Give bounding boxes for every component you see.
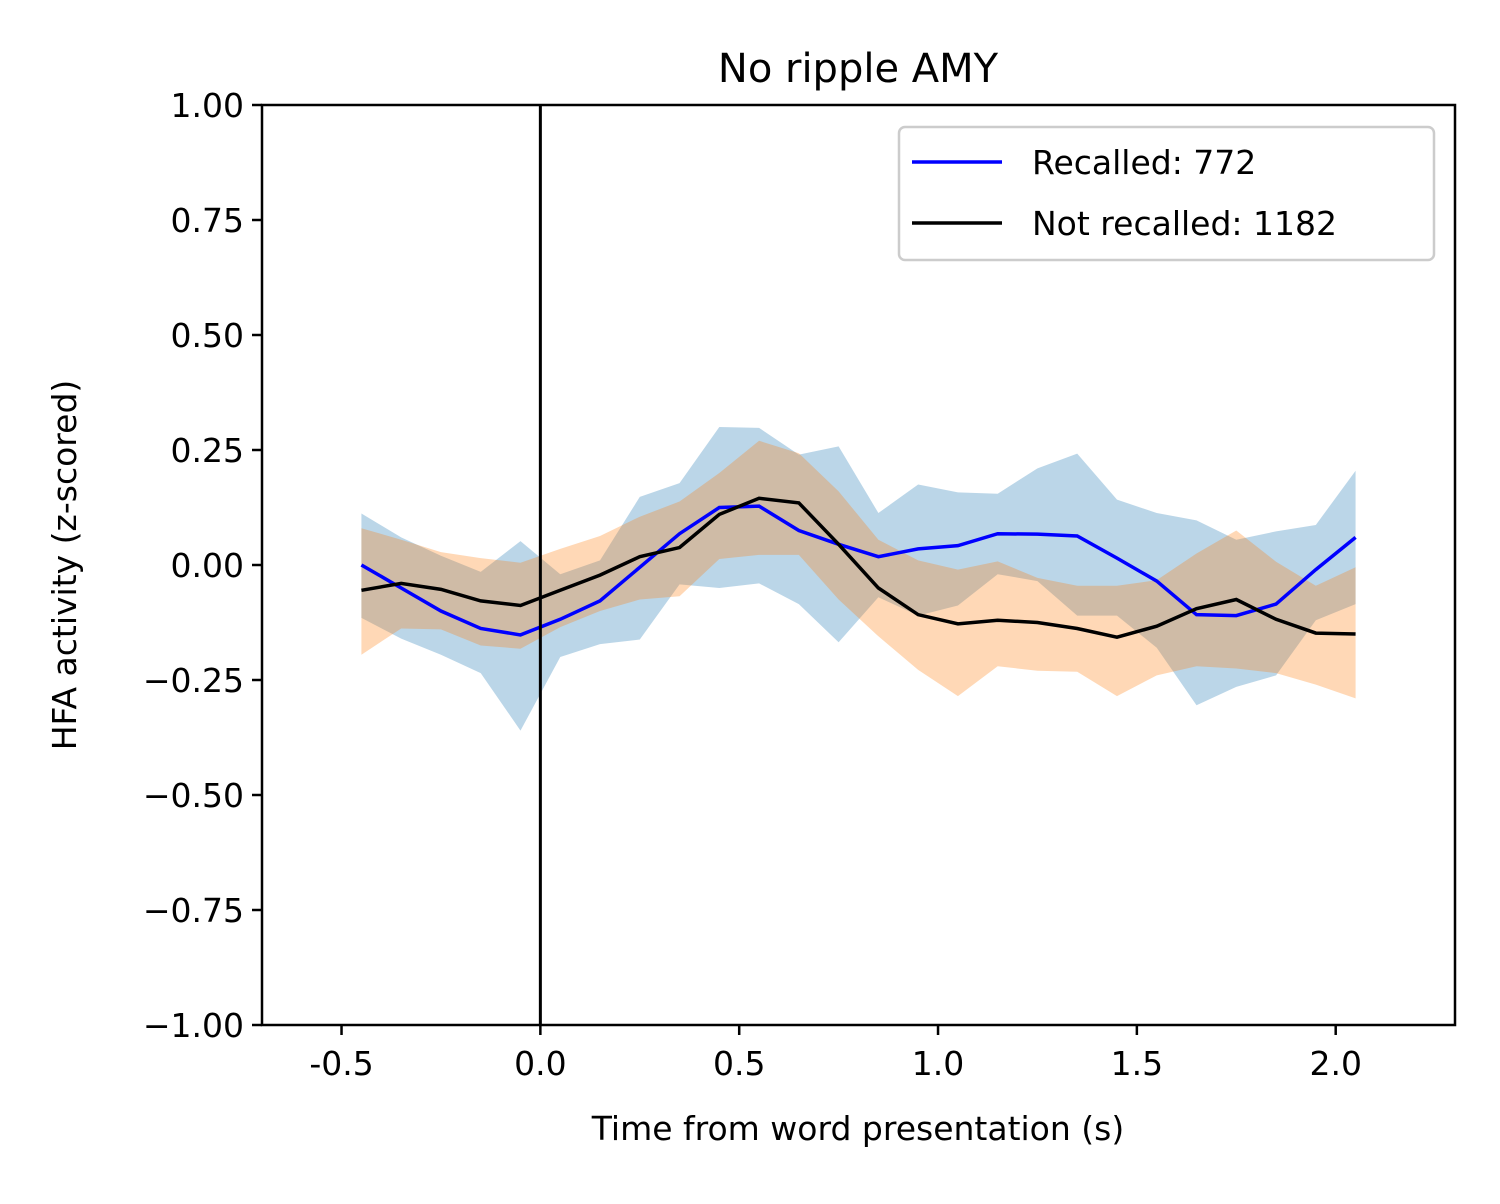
y-tick-label: −0.50 [143,776,244,815]
x-tick-label: 2.0 [1309,1044,1361,1083]
x-tick-label: 1.5 [1111,1044,1163,1083]
band-recalled [361,427,1356,731]
legend-box [897,125,1436,262]
y-axis-ticks: 1.00 0.75 0.50 0.25 0.00 −0.25 −0.50 −0.75 −1.00 [143,86,262,1045]
y-tick-label: −0.75 [143,891,244,930]
x-tick-label: 1.0 [912,1044,964,1083]
y-tick-label: 0.25 [171,431,244,470]
x-tick-label: 0.5 [713,1044,765,1083]
confidence-bands [361,427,1356,731]
legend-label: Not recalled: 1182 [1032,204,1337,243]
y-tick-label: 1.00 [171,86,244,125]
y-axis-label: HFA activity (z-scored) [45,380,84,751]
y-tick-label: 0.75 [171,201,244,240]
x-axis-ticks: -0.5 0.0 0.5 1.0 1.5 2.0 [309,1025,1362,1083]
series-lines [360,496,1357,640]
chart-title: No ripple AMY [718,46,999,92]
series-line-not-recalled [361,496,1356,640]
y-tick-label: 0.00 [171,546,244,585]
x-tick-label: -0.5 [309,1044,373,1083]
legend-label: Recalled: 772 [1032,143,1256,182]
y-tick-label: −1.00 [143,1006,244,1045]
x-tick-label: 0.0 [514,1044,566,1083]
y-tick-label: −0.25 [143,661,244,700]
x-axis-label: Time from word presentation (s) [591,1109,1124,1148]
series-line-recalled [360,504,1357,637]
legend: Recalled: 772 Not recalled: 1182 [897,125,1436,262]
y-tick-label: 0.50 [171,316,244,355]
